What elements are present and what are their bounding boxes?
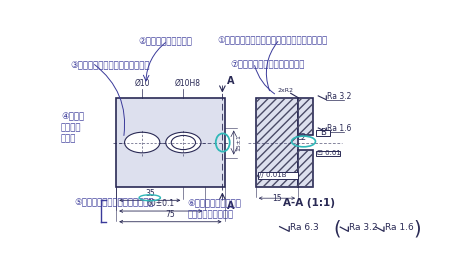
Text: 75: 75 xyxy=(165,210,175,219)
Text: Ra 3.2: Ra 3.2 xyxy=(328,92,352,101)
Text: Ø10: Ø10 xyxy=(135,79,150,88)
Text: 35: 35 xyxy=(145,189,155,198)
Text: (: ( xyxy=(333,220,340,239)
Text: ③外形と寸法は重なっていない。: ③外形と寸法は重なっていない。 xyxy=(70,60,150,69)
Circle shape xyxy=(166,132,201,153)
Text: ④寸法同
士の間隔
が均一: ④寸法同 士の間隔 が均一 xyxy=(61,113,84,144)
FancyBboxPatch shape xyxy=(258,172,298,179)
Text: A: A xyxy=(227,201,234,211)
Text: Ø10H8: Ø10H8 xyxy=(174,79,200,88)
Circle shape xyxy=(125,132,160,153)
Text: 2xR2: 2xR2 xyxy=(278,88,294,93)
Bar xyxy=(256,98,298,187)
Text: 15±1: 15±1 xyxy=(237,134,242,151)
Text: ①同じ寸法は複数のビューに含まれていない。: ①同じ寸法は複数のビューに含まれていない。 xyxy=(217,37,328,46)
Text: A: A xyxy=(227,76,234,86)
Text: ②不要な寸法はない。: ②不要な寸法はない。 xyxy=(138,37,192,46)
Text: 15: 15 xyxy=(272,194,282,203)
Bar xyxy=(298,98,313,135)
Bar xyxy=(256,98,298,187)
Bar xyxy=(298,98,313,135)
Text: Ra 1.6: Ra 1.6 xyxy=(328,124,352,133)
Text: Ra 3.2: Ra 3.2 xyxy=(349,223,378,232)
Text: A-A (1:1): A-A (1:1) xyxy=(283,198,335,208)
Text: ): ) xyxy=(414,220,421,239)
Bar xyxy=(298,150,313,187)
Text: 60±0.1: 60±0.1 xyxy=(147,199,175,208)
Text: B: B xyxy=(319,128,326,137)
Text: C2: C2 xyxy=(296,133,306,142)
Text: Ra 6.3: Ra 6.3 xyxy=(290,223,319,232)
Bar xyxy=(116,98,225,187)
Text: ⑤寸法基準面は統一されている。: ⑤寸法基準面は統一されている。 xyxy=(74,198,154,207)
Bar xyxy=(298,150,313,187)
FancyBboxPatch shape xyxy=(317,130,330,136)
Circle shape xyxy=(171,135,195,150)
Text: ⑥最大外形寸法は外側
に配置されている。: ⑥最大外形寸法は外側 に配置されている。 xyxy=(188,199,242,219)
Text: ⑦ビューの高さが揃っている。: ⑦ビューの高さが揃っている。 xyxy=(230,60,304,69)
Text: // 0.01B: // 0.01B xyxy=(259,172,287,178)
FancyBboxPatch shape xyxy=(317,151,340,157)
Text: Ra 1.6: Ra 1.6 xyxy=(385,223,414,232)
Text: ⊡ 0.01: ⊡ 0.01 xyxy=(318,150,341,156)
